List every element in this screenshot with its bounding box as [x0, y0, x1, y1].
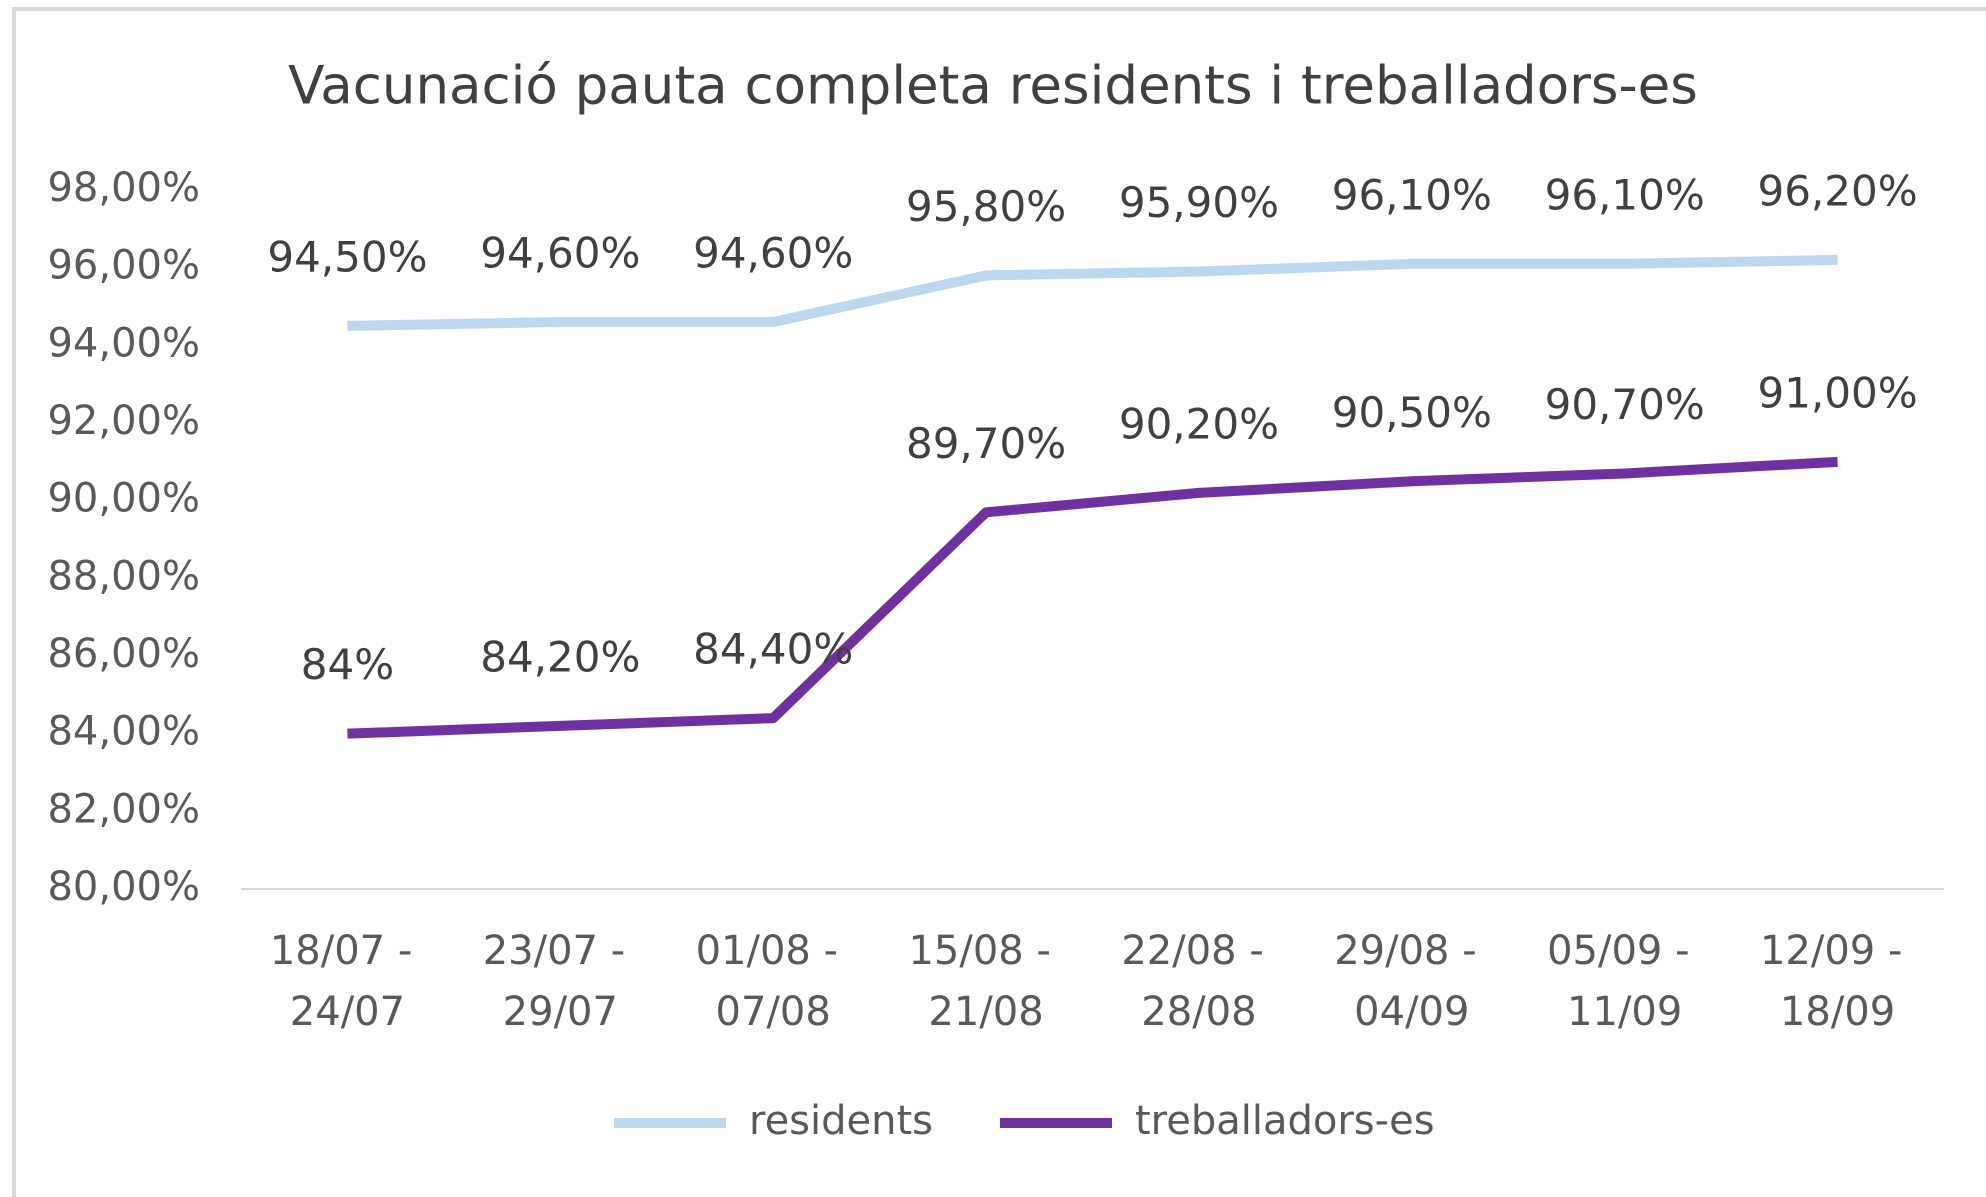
y-tick-label: 90,00%: [47, 476, 200, 522]
data-label: 94,60%: [693, 229, 853, 278]
data-label: 96,10%: [1545, 170, 1705, 219]
data-label: 84,20%: [480, 632, 640, 681]
y-tick-label: 98,00%: [47, 165, 200, 211]
series-line: [347, 254, 1838, 331]
data-label: 96,10%: [1332, 170, 1492, 219]
x-tick-label: 18/07 - 24/07: [270, 928, 425, 1035]
data-label: 90,50%: [1332, 388, 1492, 437]
data-label: 95,90%: [1119, 178, 1279, 227]
legend-label: residents: [749, 1098, 933, 1144]
x-tick-label: 29/08 - 04/09: [1334, 928, 1489, 1035]
x-tick-label: 22/08 - 28/08: [1121, 928, 1276, 1035]
data-label: 94,60%: [480, 229, 640, 278]
x-tick-label: 05/09 - 11/09: [1547, 928, 1702, 1035]
series-line: [347, 456, 1838, 739]
data-label: 95,80%: [906, 182, 1066, 231]
y-tick-label: 80,00%: [47, 864, 200, 910]
x-tick-label: 23/07 - 29/07: [483, 928, 638, 1035]
y-tick-label: 86,00%: [47, 631, 200, 677]
x-tick-label: 15/08 - 21/08: [908, 928, 1063, 1035]
data-label: 89,70%: [906, 419, 1066, 468]
chart-frame: [12, 7, 1986, 1197]
y-tick-label: 94,00%: [47, 320, 200, 366]
y-tick-label: 84,00%: [47, 709, 200, 755]
y-tick-label: 88,00%: [47, 553, 200, 599]
data-label: 90,70%: [1545, 380, 1705, 429]
data-label: 84,40%: [693, 625, 853, 674]
data-label: 84%: [301, 640, 394, 689]
data-label: 90,20%: [1119, 399, 1279, 448]
y-tick-label: 96,00%: [47, 243, 200, 289]
data-label: 91,00%: [1757, 368, 1917, 417]
data-label: 94,50%: [267, 232, 427, 281]
x-tick-label: 12/09 - 18/09: [1760, 928, 1915, 1035]
chart-title: Vacunació pauta completa residents i tre…: [288, 56, 1698, 117]
y-tick-label: 82,00%: [47, 786, 200, 832]
x-tick-label: 01/08 - 07/08: [696, 928, 851, 1035]
data-label: 96,20%: [1757, 166, 1917, 215]
legend-label: treballadors-es: [1135, 1098, 1435, 1144]
y-tick-label: 92,00%: [47, 398, 200, 444]
